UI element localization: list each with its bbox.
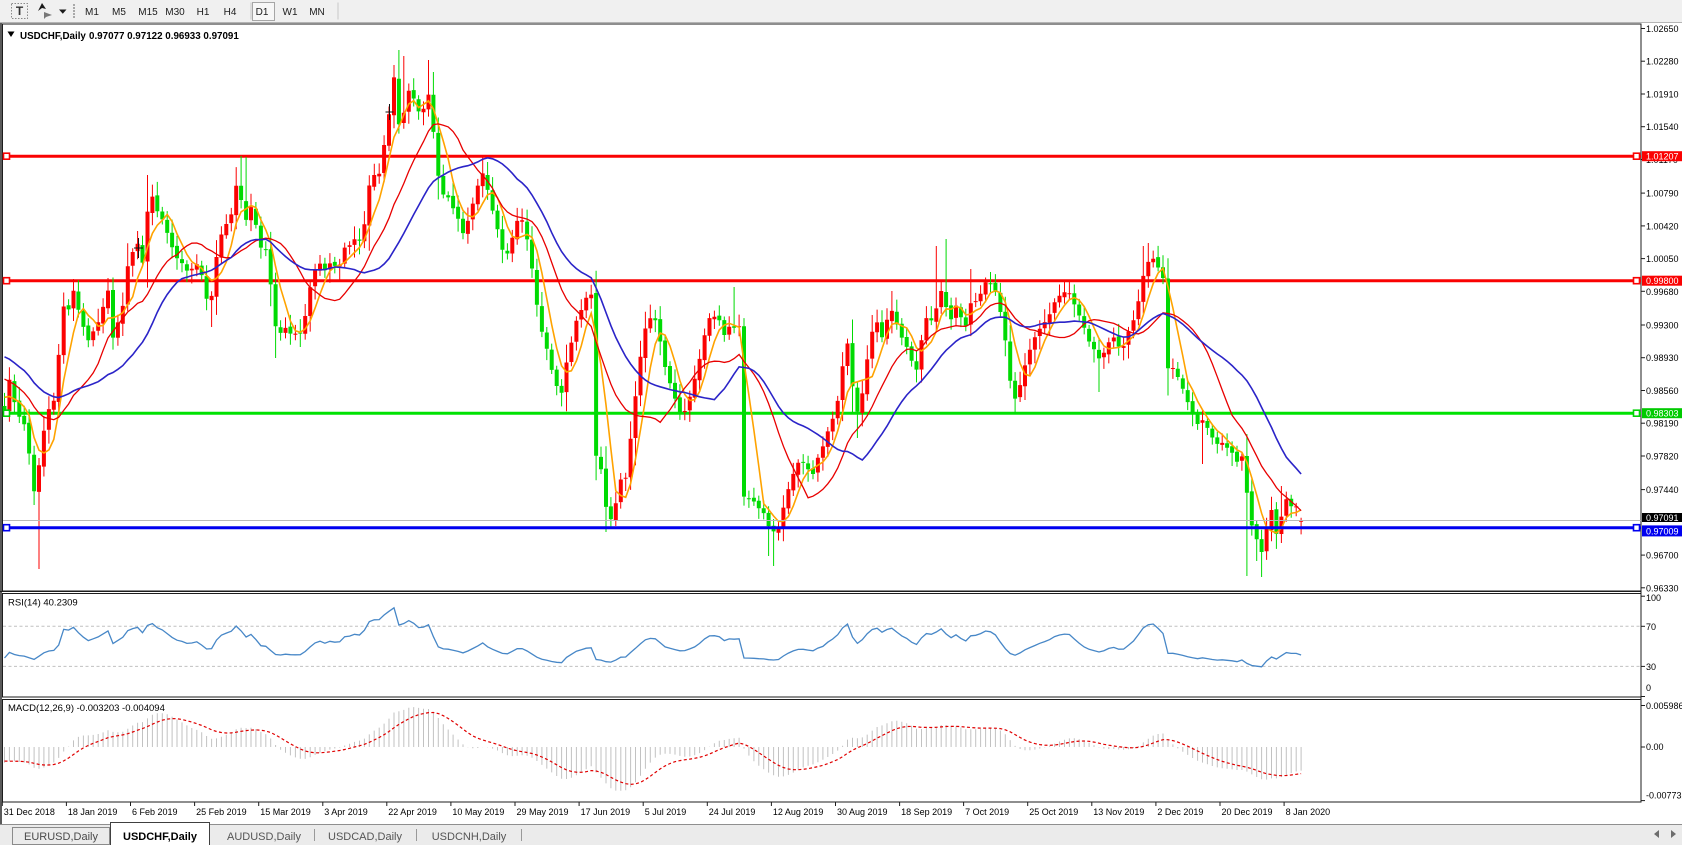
svg-text:RSI(14) 40.2309: RSI(14) 40.2309 [8, 598, 78, 609]
svg-text:M1: M1 [85, 7, 99, 18]
svg-text:USDCHF,Daily: USDCHF,Daily [123, 831, 198, 843]
svg-text:3 Apr 2019: 3 Apr 2019 [324, 807, 368, 817]
svg-text:USDCAD,Daily: USDCAD,Daily [328, 831, 402, 843]
svg-text:H4: H4 [224, 7, 237, 18]
svg-text:0.98930: 0.98930 [1646, 353, 1679, 363]
svg-text:30: 30 [1646, 662, 1656, 672]
svg-text:M30: M30 [165, 7, 185, 18]
svg-text:M5: M5 [112, 7, 126, 18]
svg-text:25 Oct 2019: 25 Oct 2019 [1029, 807, 1078, 817]
svg-text:1.00420: 1.00420 [1646, 221, 1679, 231]
svg-text:USDCNH,Daily: USDCNH,Daily [432, 831, 507, 843]
svg-text:15 Mar 2019: 15 Mar 2019 [260, 807, 311, 817]
svg-text:USDCHF,Daily: USDCHF,Daily [20, 31, 86, 42]
svg-text:5 Jul 2019: 5 Jul 2019 [645, 807, 687, 817]
svg-text:100: 100 [1646, 593, 1661, 603]
svg-text:-0.007732: -0.007732 [1646, 791, 1682, 801]
svg-text:1.01207: 1.01207 [1646, 152, 1679, 162]
svg-text:W1: W1 [283, 7, 298, 18]
svg-text:17 Jun 2019: 17 Jun 2019 [581, 807, 631, 817]
svg-text:EURUSD,Daily: EURUSD,Daily [24, 831, 98, 843]
svg-text:0.96330: 0.96330 [1646, 583, 1679, 593]
svg-text:12 Aug 2019: 12 Aug 2019 [773, 807, 824, 817]
svg-text:0.005986: 0.005986 [1646, 701, 1682, 711]
svg-text:18 Jan 2019: 18 Jan 2019 [68, 807, 118, 817]
svg-text:1.00790: 1.00790 [1646, 189, 1679, 199]
svg-text:20 Dec 2019: 20 Dec 2019 [1222, 807, 1273, 817]
svg-text:T: T [16, 4, 24, 18]
svg-text:70: 70 [1646, 622, 1656, 632]
svg-text:0.98560: 0.98560 [1646, 386, 1679, 396]
svg-text:10 May 2019: 10 May 2019 [452, 807, 504, 817]
svg-text:1.02650: 1.02650 [1646, 24, 1679, 34]
svg-text:18 Sep 2019: 18 Sep 2019 [901, 807, 952, 817]
svg-text:0.98303: 0.98303 [1646, 409, 1679, 419]
svg-text:7 Oct 2019: 7 Oct 2019 [965, 807, 1009, 817]
svg-text:0.99680: 0.99680 [1646, 287, 1679, 297]
svg-text:0.97820: 0.97820 [1646, 452, 1679, 462]
svg-text:MN: MN [309, 7, 325, 18]
svg-text:1.01540: 1.01540 [1646, 122, 1679, 132]
svg-text:0.97077 0.97122 0.96933 0.9709: 0.97077 0.97122 0.96933 0.97091 [89, 31, 239, 42]
svg-text:24 Jul 2019: 24 Jul 2019 [709, 807, 756, 817]
svg-text:13 Nov 2019: 13 Nov 2019 [1093, 807, 1144, 817]
svg-text:0.96700: 0.96700 [1646, 551, 1679, 561]
svg-text:22 Apr 2019: 22 Apr 2019 [388, 807, 437, 817]
svg-text:H1: H1 [197, 7, 210, 18]
svg-text:0.00: 0.00 [1646, 742, 1664, 752]
svg-text:M15: M15 [138, 7, 158, 18]
svg-text:1.01910: 1.01910 [1646, 90, 1679, 100]
svg-text:MACD(12,26,9) -0.003203 -0.004: MACD(12,26,9) -0.003203 -0.004094 [8, 703, 165, 714]
svg-text:0.99300: 0.99300 [1646, 321, 1679, 331]
svg-text:AUDUSD,Daily: AUDUSD,Daily [227, 831, 301, 843]
svg-text:8 Jan 2020: 8 Jan 2020 [1286, 807, 1331, 817]
svg-text:1.00050: 1.00050 [1646, 254, 1679, 264]
svg-text:29 May 2019: 29 May 2019 [517, 807, 569, 817]
svg-text:25 Feb 2019: 25 Feb 2019 [196, 807, 247, 817]
svg-text:0.97009: 0.97009 [1646, 526, 1679, 536]
svg-text:D1: D1 [256, 7, 269, 18]
svg-text:0.97440: 0.97440 [1646, 485, 1679, 495]
svg-text:0.97091: 0.97091 [1646, 513, 1679, 523]
svg-text:31 Dec 2018: 31 Dec 2018 [4, 807, 55, 817]
svg-text:0.98190: 0.98190 [1646, 419, 1679, 429]
svg-text:0: 0 [1646, 683, 1651, 693]
svg-text:30 Aug 2019: 30 Aug 2019 [837, 807, 888, 817]
svg-text:1.02280: 1.02280 [1646, 57, 1679, 67]
svg-text:6 Feb 2019: 6 Feb 2019 [132, 807, 178, 817]
svg-text:0.99800: 0.99800 [1646, 276, 1679, 286]
svg-text:2 Dec 2019: 2 Dec 2019 [1157, 807, 1203, 817]
